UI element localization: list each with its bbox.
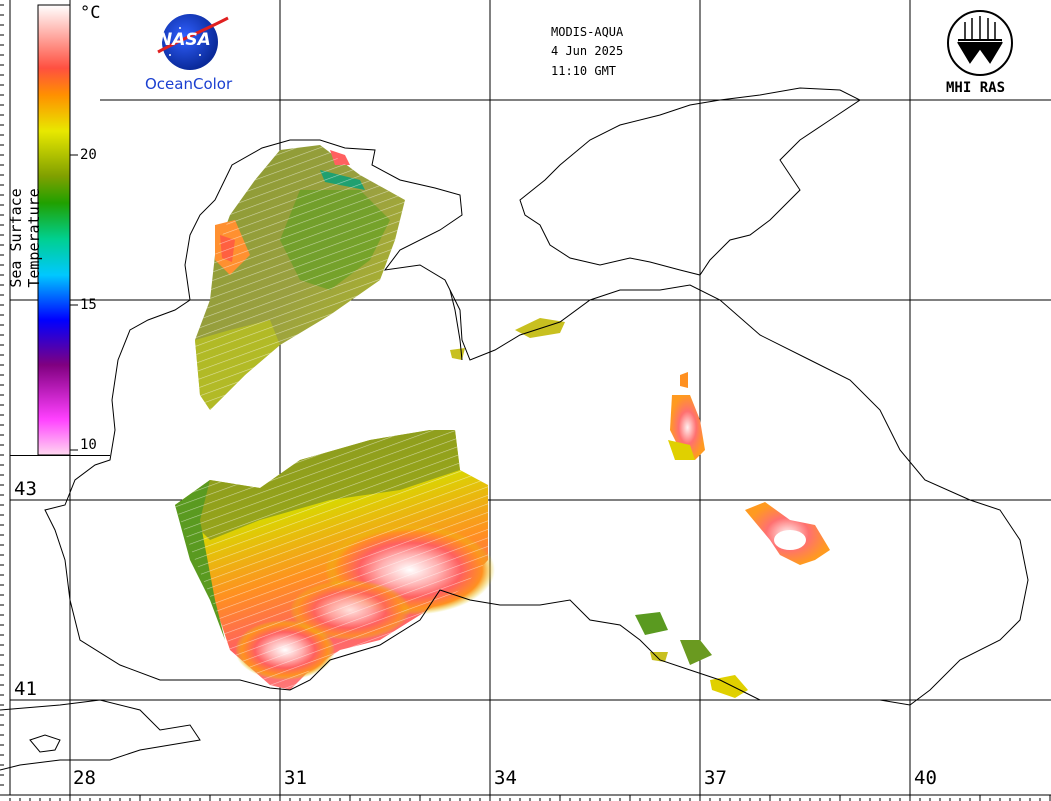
- colorbar-unit: °C: [80, 3, 101, 23]
- lat-label-43: 43: [14, 478, 37, 500]
- mhi-label: MHI RAS: [946, 80, 1006, 96]
- lat-label-41: 41: [14, 678, 37, 700]
- pass-date: 4 Jun 2025: [551, 44, 624, 58]
- colorbar-tick-10: 10: [80, 437, 97, 453]
- colorbar-title: Sea Surface Temperature: [7, 188, 43, 288]
- grid-lines: [10, 0, 1051, 795]
- coastline: [0, 87, 1029, 771]
- lon-label-34: 34: [494, 767, 517, 789]
- nasa-wordmark: NASA: [158, 30, 211, 50]
- lon-label-40: 40: [914, 767, 937, 789]
- oceancolor-label: OceanColor: [145, 75, 233, 93]
- colorbar-tick-20: 20: [80, 147, 97, 163]
- satellite-name: MODIS-AQUA: [551, 25, 624, 39]
- colorbar: [10, 4, 110, 456]
- ruler-ticks: [0, 4, 1051, 801]
- lon-label-37: 37: [704, 767, 727, 789]
- mhi-logo: [947, 10, 1013, 76]
- pass-time: 11:10 GMT: [551, 64, 617, 78]
- nasa-logo: [157, 14, 229, 70]
- sst-data: [175, 145, 830, 698]
- colorbar-tick-15: 15: [80, 297, 97, 313]
- lon-label-28: 28: [73, 767, 96, 789]
- lon-label-31: 31: [284, 767, 307, 789]
